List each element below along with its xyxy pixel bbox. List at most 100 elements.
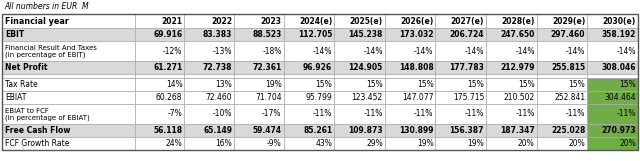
Bar (486, 78, 537, 91)
Text: -14%: -14% (465, 47, 484, 56)
Bar (284, 78, 334, 91)
Text: 15%: 15% (518, 80, 535, 89)
Text: -11%: -11% (414, 109, 433, 118)
Text: 2026(e): 2026(e) (400, 16, 433, 25)
Text: 14%: 14% (166, 80, 182, 89)
Text: 43%: 43% (316, 139, 332, 148)
Bar (537, 74, 588, 78)
Text: -14%: -14% (364, 47, 383, 56)
Text: 173.032: 173.032 (399, 30, 433, 39)
Bar (284, 91, 334, 104)
Bar (435, 78, 486, 91)
Text: 297.460: 297.460 (551, 30, 586, 39)
Bar (2, 14, 638, 150)
Text: 210.502: 210.502 (504, 93, 535, 102)
Bar (135, 28, 184, 41)
Text: 206.724: 206.724 (450, 30, 484, 39)
Bar (385, 91, 435, 104)
Bar (385, 74, 435, 78)
Bar (486, 104, 537, 124)
Bar (588, 104, 638, 124)
Text: -12%: -12% (163, 47, 182, 56)
Bar (135, 74, 184, 78)
Bar (334, 124, 385, 137)
Bar (184, 78, 234, 91)
Text: 109.873: 109.873 (348, 126, 383, 135)
Bar (385, 78, 435, 91)
Bar (184, 14, 234, 28)
Bar (284, 14, 334, 28)
Text: FCF Growth Rate: FCF Growth Rate (5, 139, 69, 148)
Bar (385, 41, 435, 61)
Bar (234, 137, 284, 150)
Text: 148.808: 148.808 (399, 63, 433, 72)
Bar (537, 137, 588, 150)
Bar (588, 28, 638, 41)
Bar (435, 74, 486, 78)
Text: 61.271: 61.271 (153, 63, 182, 72)
Text: 20%: 20% (568, 139, 586, 148)
Text: 175.715: 175.715 (452, 93, 484, 102)
Bar (2, 14, 135, 28)
Bar (486, 74, 537, 78)
Text: 2023: 2023 (260, 16, 282, 25)
Bar (284, 74, 334, 78)
Bar (234, 104, 284, 124)
Text: 19%: 19% (417, 139, 433, 148)
Bar (588, 137, 638, 150)
Bar (184, 61, 234, 74)
Text: 29%: 29% (366, 139, 383, 148)
Bar (184, 124, 234, 137)
Bar (486, 124, 537, 137)
Bar (184, 137, 234, 150)
Bar (435, 28, 486, 41)
Text: 95.799: 95.799 (305, 93, 332, 102)
Text: -14%: -14% (515, 47, 535, 56)
Text: -14%: -14% (313, 47, 332, 56)
Text: 15%: 15% (620, 80, 636, 89)
Bar (234, 74, 284, 78)
Bar (435, 61, 486, 74)
Text: 156.387: 156.387 (450, 126, 484, 135)
Text: 65.149: 65.149 (203, 126, 232, 135)
Bar (334, 14, 385, 28)
Bar (385, 104, 435, 124)
Text: 225.028: 225.028 (551, 126, 586, 135)
Bar (284, 41, 334, 61)
Bar (234, 61, 284, 74)
Text: 72.738: 72.738 (202, 63, 232, 72)
Bar (184, 104, 234, 124)
Bar (2, 124, 135, 137)
Bar (135, 137, 184, 150)
Bar (385, 61, 435, 74)
Bar (334, 74, 385, 78)
Bar (334, 61, 385, 74)
Text: 96.926: 96.926 (303, 63, 332, 72)
Bar (334, 137, 385, 150)
Bar (2, 41, 135, 61)
Bar (486, 61, 537, 74)
Bar (486, 41, 537, 61)
Text: 2028(e): 2028(e) (501, 16, 535, 25)
Bar (334, 28, 385, 41)
Text: 19%: 19% (467, 139, 484, 148)
Bar (284, 28, 334, 41)
Text: -10%: -10% (212, 109, 232, 118)
Bar (234, 124, 284, 137)
Text: -11%: -11% (616, 109, 636, 118)
Text: -18%: -18% (262, 47, 282, 56)
Bar (334, 78, 385, 91)
Text: Tax Rate: Tax Rate (5, 80, 38, 89)
Bar (284, 104, 334, 124)
Bar (588, 61, 638, 74)
Text: 177.783: 177.783 (449, 63, 484, 72)
Text: 24%: 24% (166, 139, 182, 148)
Text: 130.899: 130.899 (399, 126, 433, 135)
Bar (588, 124, 638, 137)
Text: -14%: -14% (414, 47, 433, 56)
Text: 88.523: 88.523 (252, 30, 282, 39)
Bar (234, 28, 284, 41)
Bar (537, 91, 588, 104)
Text: -17%: -17% (262, 109, 282, 118)
Text: 69.916: 69.916 (154, 30, 182, 39)
